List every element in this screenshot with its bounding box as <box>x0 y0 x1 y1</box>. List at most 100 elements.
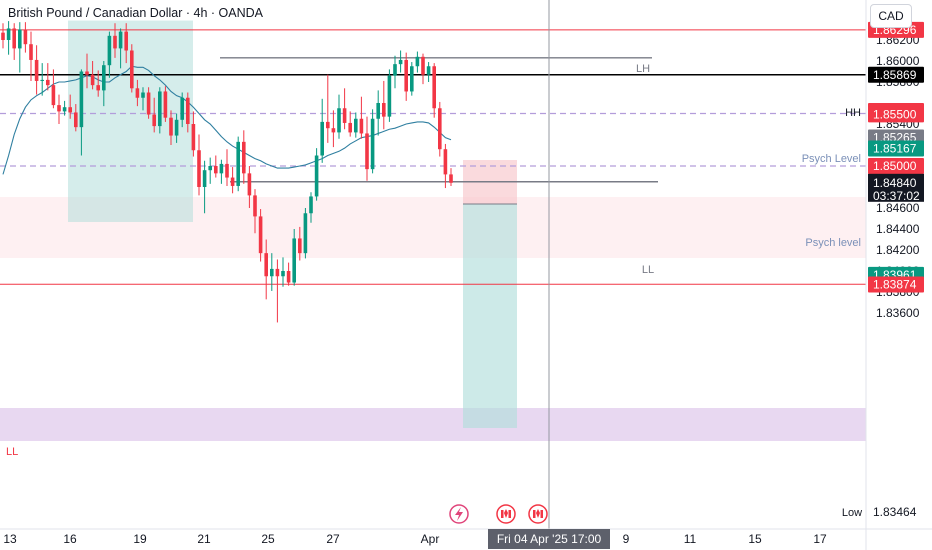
candle <box>242 130 246 184</box>
candle <box>264 239 268 300</box>
candle-body <box>303 213 308 254</box>
candle <box>314 148 319 201</box>
time-cursor-label-bg <box>488 529 610 549</box>
candle-body <box>382 103 386 117</box>
candle <box>393 55 397 89</box>
candle <box>320 98 324 163</box>
candle <box>359 96 364 139</box>
candle <box>1 23 5 49</box>
candle-body <box>74 112 78 128</box>
time-cursor-label: Fri 04 Apr '25 17:00 <box>497 532 602 546</box>
candle-body <box>281 271 285 277</box>
time-tick-label: 25 <box>261 532 275 546</box>
candle <box>163 86 168 122</box>
price-tick-label: 1.83600 <box>876 306 920 320</box>
candle-body <box>51 85 56 106</box>
candle <box>191 111 196 157</box>
time-tick-label: 13 <box>3 532 17 546</box>
price-label-185500-bg <box>868 106 924 123</box>
candle <box>443 143 448 189</box>
candle <box>354 112 358 138</box>
candle-body <box>242 141 246 174</box>
canada-flag-icon[interactable] <box>528 504 548 524</box>
candle <box>74 104 78 132</box>
candle <box>146 87 151 119</box>
candle <box>219 159 224 184</box>
candle <box>432 63 436 118</box>
price-label-183874: 1.83874 <box>868 276 924 293</box>
current-price-bg <box>868 173 924 202</box>
candle <box>51 69 56 109</box>
candle <box>253 189 257 234</box>
candle-body <box>236 141 240 186</box>
ll-left-label: LL <box>6 446 18 458</box>
price-tick-label: 1.86000 <box>876 54 920 68</box>
candle <box>415 51 420 73</box>
candle-body <box>1 32 5 40</box>
candle-body <box>365 133 369 170</box>
symbol-title[interactable]: British Pound / Canadian Dollar · 4h · O… <box>6 5 265 21</box>
price-label-185000-text: 1.85000 <box>873 159 917 173</box>
candle-body <box>85 71 89 75</box>
price-label-ma-bg <box>868 140 924 157</box>
candle-body <box>326 121 330 129</box>
candle-body <box>421 56 425 75</box>
candle <box>107 31 112 78</box>
candle <box>376 90 380 136</box>
candle-body <box>57 105 61 112</box>
candle <box>365 116 369 181</box>
candle <box>174 113 179 143</box>
candle-body <box>348 122 352 133</box>
candle <box>270 253 274 291</box>
candle-body <box>186 97 190 124</box>
price-label-185500-text: 1.85500 <box>873 107 917 121</box>
time-tick-label: 17 <box>813 532 827 546</box>
time-axis[interactable]: 13 16 19 21 25 27 Apr 9 11 15 17 <box>3 532 827 546</box>
candle-body <box>12 28 16 49</box>
candle-body <box>314 155 319 197</box>
candle-body <box>46 79 50 86</box>
candle <box>141 87 145 111</box>
candle-body <box>370 118 375 170</box>
candle <box>85 53 89 89</box>
canada-flag-icon[interactable] <box>496 504 516 524</box>
candle-body <box>264 253 268 277</box>
candle-body <box>398 59 403 65</box>
candle-body <box>342 108 347 123</box>
flash-event-icon[interactable] <box>449 504 469 524</box>
price-label-185500: 1.85500 <box>868 106 924 123</box>
candle-body <box>202 170 207 187</box>
time-tick-label: 11 <box>684 532 697 546</box>
psych-level-top-label: Psych Level <box>802 153 861 165</box>
candle <box>404 52 408 101</box>
candle-body <box>152 114 156 127</box>
candle-body <box>29 44 33 60</box>
candle-body <box>449 174 453 183</box>
candle <box>23 22 28 53</box>
low-caption: Low <box>842 507 862 519</box>
current-price-text: 1.84840 <box>873 176 917 190</box>
currency-button[interactable]: CAD <box>870 4 912 28</box>
candle <box>113 23 117 58</box>
candle-body <box>6 28 11 40</box>
price-label-hh-bg <box>868 66 924 83</box>
candle-body <box>247 173 252 196</box>
candle-body <box>309 196 313 214</box>
price-tick-label: 1.84400 <box>876 222 920 236</box>
candle <box>382 80 386 130</box>
candle-body <box>107 35 112 66</box>
time-tick-label: 21 <box>197 532 211 546</box>
candle <box>247 166 252 208</box>
candle-body <box>292 238 296 283</box>
time-tick-label: Apr <box>421 532 440 546</box>
price-label-hh: 1.85869 <box>868 66 924 83</box>
candle <box>12 23 16 60</box>
candle <box>18 22 22 73</box>
candle <box>449 168 453 186</box>
candle-body <box>376 103 380 119</box>
candle-body <box>68 107 72 113</box>
candle <box>6 21 11 55</box>
lh-label: LH <box>636 63 650 75</box>
candle-body <box>320 121 324 156</box>
